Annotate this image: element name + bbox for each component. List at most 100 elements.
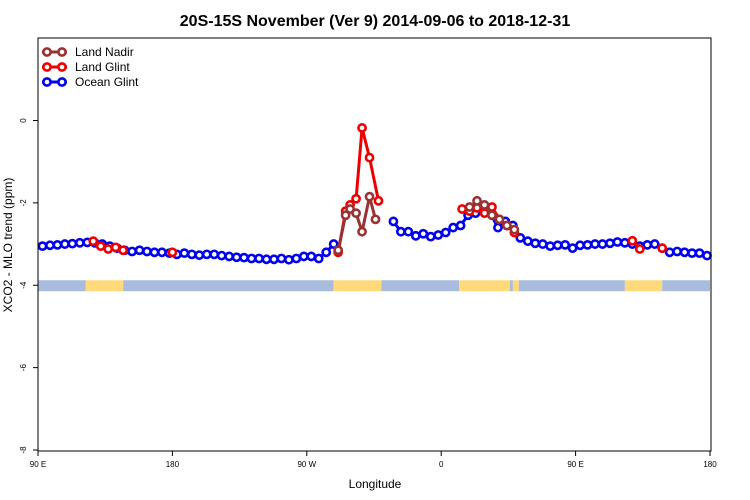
data-point [597,239,608,249]
band-segment-ocean [518,280,625,292]
chart-title: 20S-15S November (Ver 9) 2014-09-06 to 2… [180,13,571,30]
data-point [276,253,287,264]
legend-label: Land Nadir [75,45,134,59]
data-point [494,214,505,225]
data-point [522,236,533,247]
x-tick-label: 90 W [297,460,316,469]
x-axis-label: Longitude [349,477,402,491]
y-tick-label: -2 [19,199,28,207]
data-point [261,254,272,265]
series-land-glint [90,124,666,256]
legend-marker [57,77,67,87]
legend-label: Land Glint [75,60,130,74]
data-point [269,254,279,265]
data-point [357,226,367,237]
data-point [340,210,351,221]
data-point [575,240,585,251]
data-point [627,235,638,246]
data-point [110,242,121,253]
data-point [239,252,249,263]
data-point [493,222,503,233]
legend-item-ocean-glint: Ocean Glint [42,75,139,89]
data-point [634,244,645,254]
data-point [425,231,436,242]
x-tick-label: 90 E [30,460,46,469]
data-point [552,240,563,251]
data-point [357,123,367,133]
data-point [45,240,55,251]
data-point [582,239,593,250]
data-point [209,249,220,260]
data-point [619,237,630,248]
data-point [545,241,556,252]
series-land-nadir [333,191,520,256]
data-point [231,252,242,263]
band-segment-land [512,280,519,292]
y-axis-label: XCO2 - MLO trend (ppm) [1,178,15,313]
data-point [283,254,294,265]
data-point [410,230,421,241]
data-point [679,247,690,258]
band-segment-ocean [381,280,460,292]
data-point [642,239,653,250]
surface-band [38,280,710,292]
legend-marker [42,62,52,72]
series-line [93,128,662,252]
data-point [373,195,384,206]
data-point [216,250,227,261]
data-point [74,237,85,248]
legend-item-land-nadir: Land Nadir [42,45,134,59]
legend-marker [57,62,67,72]
data-point [472,195,482,206]
band-segment-land [459,280,510,292]
series-layer [37,124,712,265]
band-segment-land [624,280,663,292]
data-point [254,253,264,264]
x-tick-label: 90 E [567,460,583,469]
legend-label: Ocean Glint [75,75,139,89]
data-point [694,248,705,259]
data-point [440,227,451,238]
band-segment-ocean [509,280,513,292]
data-point [149,247,160,258]
data-point [418,228,429,239]
x-axis: 90 E 180 90 W 0 90 E 180 [30,451,717,469]
y-tick-label: 0 [19,118,28,123]
data-point [179,248,190,259]
y-axis: 0 -2 -4 -6 -8 [19,118,38,454]
data-point [127,246,137,257]
data-point [649,239,660,249]
data-point [88,236,99,247]
data-point [605,238,615,249]
data-point [388,216,399,227]
data-point [364,152,375,163]
data-point [103,244,114,254]
x-tick-label: 180 [703,460,717,469]
x-tick-label: 180 [166,460,180,469]
data-point [455,220,466,231]
legend-marker [42,77,52,87]
y-tick-label: -8 [19,446,28,454]
y-tick-label: -6 [19,364,28,372]
data-point [246,253,257,264]
plot-frame [37,37,712,452]
data-point [464,202,475,212]
y-tick-label: -4 [19,281,28,289]
data-point [224,251,235,262]
data-point [351,208,361,219]
x-tick-label: 0 [439,460,444,469]
data-point [515,232,526,243]
data-point [664,247,675,258]
data-point [487,210,497,221]
data-point [298,251,309,262]
data-point [567,243,578,254]
data-point [167,247,178,258]
data-point [702,250,712,261]
legend-item-land-glint: Land Glint [42,60,130,74]
data-point [142,246,152,257]
data-point [537,239,548,249]
data-point [333,245,344,256]
data-point [52,239,63,250]
